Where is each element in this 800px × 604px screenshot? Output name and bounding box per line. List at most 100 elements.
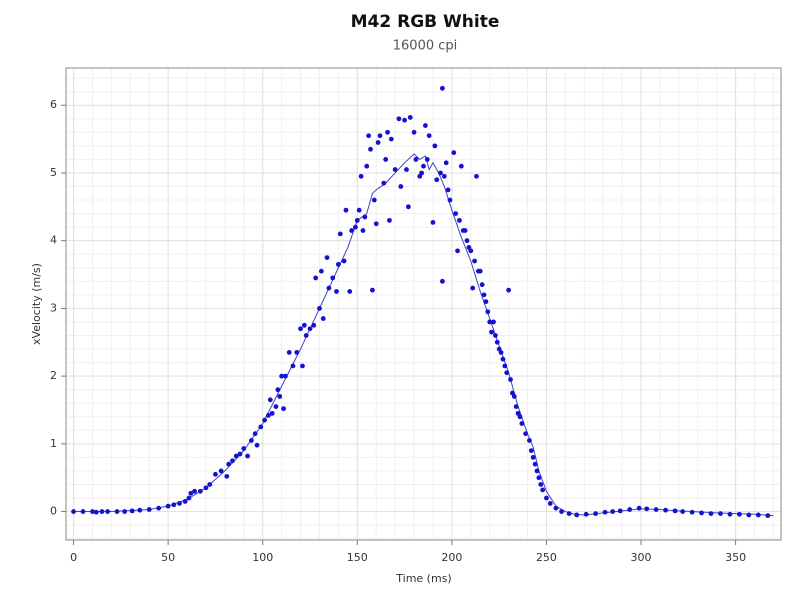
point [245, 453, 250, 459]
point [313, 275, 319, 281]
point [237, 451, 243, 457]
point [364, 163, 370, 169]
point [523, 431, 529, 437]
point [129, 508, 135, 514]
point [453, 211, 459, 216]
point [252, 431, 258, 437]
point [165, 503, 171, 509]
point [411, 129, 417, 135]
y-tick-label: 4 [50, 234, 57, 247]
point [487, 319, 493, 325]
point [347, 289, 353, 294]
point [727, 511, 733, 517]
point [301, 322, 307, 328]
point [464, 238, 470, 244]
point [610, 509, 616, 514]
point [254, 442, 260, 448]
point [458, 163, 464, 169]
point [303, 333, 309, 338]
point [636, 505, 642, 511]
point [122, 509, 128, 514]
point [583, 511, 589, 517]
point [343, 207, 349, 213]
point [290, 363, 296, 369]
point [171, 502, 177, 508]
point [371, 197, 377, 203]
point [470, 285, 476, 291]
point [275, 387, 281, 393]
point [407, 115, 413, 120]
point [462, 228, 468, 233]
point [71, 509, 76, 514]
point [489, 329, 494, 335]
point [265, 412, 271, 418]
point [593, 511, 599, 516]
point [281, 406, 286, 412]
point [477, 268, 483, 274]
point [366, 133, 372, 139]
point [424, 157, 430, 162]
point [474, 173, 479, 179]
point [356, 207, 362, 213]
point [680, 509, 686, 514]
point [553, 505, 559, 511]
point [445, 187, 451, 193]
point [530, 454, 536, 460]
point [457, 217, 462, 223]
x-tick-label: 300 [631, 551, 652, 564]
point [502, 363, 508, 369]
point [430, 219, 436, 225]
point [491, 319, 496, 325]
point [377, 133, 383, 139]
point [500, 356, 506, 362]
point [283, 373, 288, 379]
point [396, 116, 402, 122]
x-tick-label: 150 [347, 551, 368, 564]
point [544, 495, 549, 501]
point [617, 508, 623, 514]
point [574, 512, 580, 518]
point [337, 231, 343, 237]
point [360, 228, 366, 233]
point [432, 143, 438, 149]
point [311, 322, 317, 328]
point [405, 204, 411, 210]
point [341, 258, 347, 264]
point [513, 404, 519, 409]
y-axis-label: xVelocity (m/s) [30, 263, 43, 345]
point [483, 299, 489, 305]
point [203, 485, 209, 491]
y-tick-label: 1 [50, 437, 57, 450]
point [421, 163, 426, 169]
point [294, 350, 300, 355]
point [566, 511, 572, 516]
point [105, 509, 111, 514]
point [494, 339, 500, 345]
chart-subtitle: 16000 cpi [393, 39, 458, 54]
point [536, 475, 542, 481]
point [388, 136, 394, 142]
plot-frame [65, 67, 782, 541]
point [207, 482, 213, 487]
point [438, 170, 443, 176]
point [330, 275, 336, 281]
point [538, 482, 544, 487]
point [481, 292, 487, 298]
point [559, 509, 564, 514]
x-tick-label: 350 [725, 551, 746, 564]
point [422, 123, 428, 128]
point [508, 377, 513, 382]
point [298, 326, 303, 332]
y-tick-label: 3 [50, 301, 57, 314]
point [317, 306, 322, 311]
point [602, 509, 608, 515]
grid: 0 50 100 150 200 250 300 350 0 1 2 3 4 5 6 [50, 67, 782, 564]
point [736, 511, 742, 517]
point [230, 458, 235, 464]
point [755, 512, 761, 518]
point [324, 255, 330, 261]
point [398, 184, 404, 189]
point [699, 510, 704, 516]
point [334, 289, 339, 294]
